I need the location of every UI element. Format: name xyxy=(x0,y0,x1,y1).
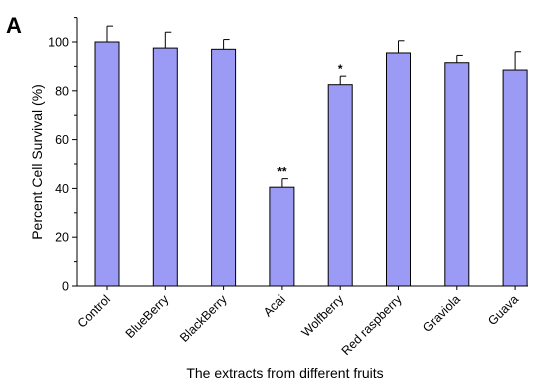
x-tick-label-7: Guava xyxy=(485,292,521,328)
bar-4 xyxy=(327,84,353,287)
bar-6 xyxy=(444,62,470,287)
x-tick-label-3: Acai xyxy=(261,292,288,319)
y-tick-label-0: 0 xyxy=(62,280,69,294)
bar-2 xyxy=(211,48,237,287)
significance-label-3: ** xyxy=(277,165,287,179)
panel-label: A xyxy=(6,13,22,38)
bar-7 xyxy=(502,69,528,287)
bar-3 xyxy=(269,186,295,287)
x-tick-label-4: Wolfberry xyxy=(299,292,347,340)
bar-1 xyxy=(152,47,178,287)
y-tick-label-2: 40 xyxy=(55,182,69,196)
x-tick-label-1: BlueBerry xyxy=(123,292,172,341)
y-tick-label-3: 60 xyxy=(55,133,69,147)
x-tick-label-0: Control xyxy=(75,292,113,330)
bar-5 xyxy=(386,52,411,287)
x-axis-title: The extracts from different fruits xyxy=(186,365,383,381)
bar-0 xyxy=(94,41,120,287)
y-tick-label-1: 20 xyxy=(55,231,69,245)
y-tick-label-4: 80 xyxy=(55,84,69,98)
bars-layer: *** xyxy=(94,25,528,287)
x-tick-label-2: BlackBerry xyxy=(177,292,230,345)
x-tick-label-5: Red raspberry xyxy=(339,292,405,358)
y-tick-label-5: 100 xyxy=(48,36,69,50)
x-tick-label-6: Graviola xyxy=(420,292,463,335)
y-axis-title: Percent Cell Survival (%) xyxy=(29,84,45,240)
significance-label-4: * xyxy=(338,62,343,76)
